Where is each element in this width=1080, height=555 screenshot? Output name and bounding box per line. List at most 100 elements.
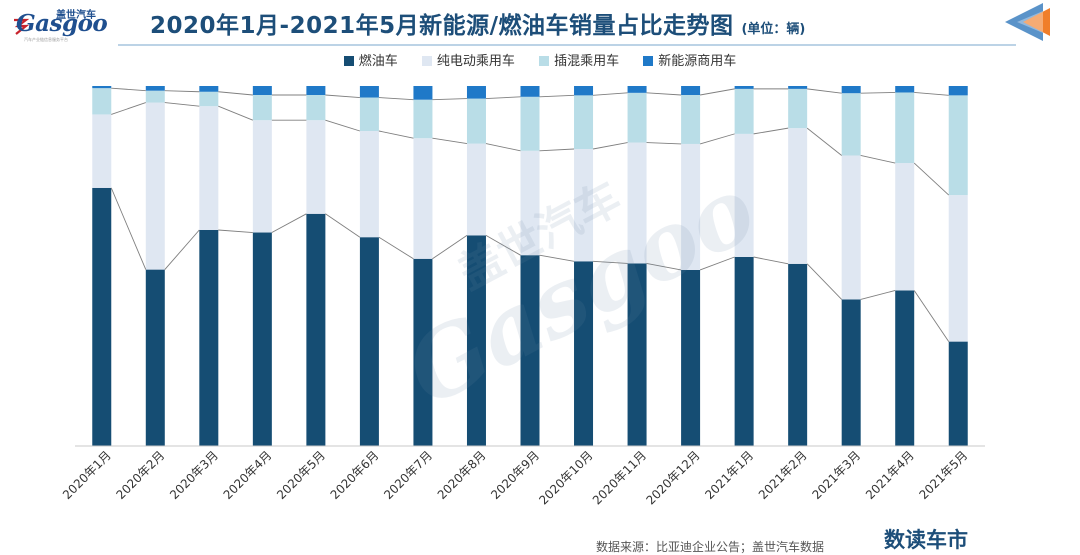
bar-segment-fuel-12	[681, 269, 701, 446]
series-connector-line-1	[539, 254, 575, 262]
bar-segment-phev-8	[466, 98, 486, 144]
bar-segment-commercial-1	[92, 86, 112, 89]
bar-segment-bev-16	[895, 163, 915, 291]
bar-segment-bev-13	[734, 133, 754, 257]
bar-segment-phev-14	[788, 88, 808, 129]
series-connector-line-2	[432, 137, 468, 145]
bar-segment-phev-12	[681, 95, 701, 144]
bar-segment-fuel-10	[574, 261, 594, 446]
legend-label-commercial: 新能源商用车	[658, 54, 737, 69]
series-connector-line-3	[646, 92, 682, 96]
x-tick-label: 2021年2月	[756, 448, 810, 502]
bar-segment-bev-6	[359, 131, 379, 238]
series-connector-line-3	[111, 87, 146, 92]
bar-segment-bev-12	[681, 143, 701, 270]
chart-legend: 燃油车 纯电动乘用车 插混乘用车 新能源商用车	[0, 50, 1080, 69]
x-tick-label: 2021年1月	[702, 448, 756, 502]
bar-segment-phev-6	[359, 97, 379, 131]
series-connector-line-1	[164, 229, 200, 270]
bar-segment-bev-3	[199, 106, 219, 230]
bar-segment-commercial-2	[145, 86, 165, 91]
series-connector-line-3	[164, 90, 200, 93]
series-connector-line-3	[325, 94, 360, 98]
x-tick-label: 2020年11月	[590, 448, 649, 507]
series-connector-line-1	[806, 263, 843, 300]
legend-swatch-phev	[539, 56, 550, 66]
series-connector-line-3	[592, 92, 628, 96]
bar-segment-fuel-8	[466, 235, 486, 446]
bar-segment-bev-9	[520, 150, 540, 256]
gasgoo-logo: Gasgoo 盖世汽车 汽车产业链信息服务平台	[12, 6, 124, 46]
x-tick-label: 2021年4月	[863, 448, 917, 502]
series-connector-line-3	[218, 91, 253, 96]
bar-segment-commercial-12	[681, 86, 701, 95]
series-connector-line-3	[485, 96, 521, 100]
bar-segment-phev-10	[574, 95, 594, 149]
gasgoo-logo-mark-icon	[14, 18, 30, 35]
series-connector-line-1	[699, 256, 735, 271]
bar-segment-phev-3	[199, 91, 219, 107]
series-connector-line-2	[699, 133, 735, 145]
bar-segment-commercial-8	[466, 86, 486, 99]
series-connector-line-1	[485, 235, 521, 256]
title-bar: 2020年1月-2021年5月新能源/燃油车销量占比走势图 (单位：辆)	[150, 6, 805, 40]
bar-segment-bev-11	[627, 142, 647, 264]
legend-swatch-fuel	[343, 56, 354, 66]
bar-segment-phev-7	[413, 99, 433, 139]
x-tick-label: 2021年3月	[809, 448, 863, 502]
bar-segment-commercial-10	[574, 86, 594, 96]
logo-text: Gasgoo	[16, 10, 108, 37]
bar-segment-commercial-16	[895, 86, 915, 93]
bar-segment-phev-5	[306, 95, 326, 121]
bar-segment-commercial-7	[413, 86, 433, 100]
x-tick-label: 2020年10月	[536, 448, 595, 507]
bar-segment-commercial-5	[306, 86, 326, 95]
bar-segment-fuel-17	[948, 341, 968, 446]
bar-segment-commercial-17	[948, 86, 968, 96]
bar-segment-phev-11	[627, 92, 647, 143]
series-connector-line-2	[860, 155, 896, 164]
series-connector-line-1	[325, 213, 361, 238]
x-tick-label: 2020年8月	[435, 448, 489, 502]
series-connector-line-3	[914, 92, 949, 96]
series-connector-line-2	[325, 119, 361, 132]
x-tick-label: 2020年12月	[643, 448, 702, 507]
x-tick-label: 2020年3月	[167, 448, 221, 502]
series-connector-line-3	[432, 98, 467, 101]
bar-segment-fuel-7	[413, 258, 433, 446]
bar-segment-fuel-4	[252, 232, 272, 446]
bar-segment-fuel-5	[306, 213, 326, 446]
back-arrow-icon[interactable]	[1003, 2, 1053, 42]
series-connector-line-3	[378, 97, 414, 101]
legend-item-phev: 插混乘用车	[539, 50, 619, 69]
bar-segment-phev-15	[841, 93, 861, 156]
bar-segment-fuel-3	[199, 230, 219, 446]
x-tick-labels: 2020年1月 2020年2月 2020年3月 2020年4月 2020年5月 2020年…	[60, 448, 970, 507]
legend-item-bev: 纯电动乘用车	[421, 50, 515, 69]
bar-segment-phev-4	[252, 95, 272, 121]
legend-label-fuel: 燃油车	[358, 54, 398, 69]
x-tick-label: 2020年5月	[274, 448, 328, 502]
bar-segment-commercial-4	[252, 86, 272, 95]
connector-lines-layer	[110, 87, 950, 342]
bar-segment-commercial-11	[627, 86, 647, 93]
bar-segment-fuel-13	[734, 257, 754, 446]
series-connector-line-3	[807, 88, 842, 94]
unit-label: (单位：辆)	[741, 22, 806, 37]
bar-segment-bev-7	[413, 138, 433, 259]
bar-segment-commercial-3	[199, 86, 219, 92]
bars-layer	[92, 86, 968, 446]
bar-segment-fuel-14	[788, 263, 808, 446]
series-connector-line-1	[110, 187, 147, 270]
series-connector-line-2	[164, 102, 200, 107]
bar-segment-phev-13	[734, 88, 754, 134]
legend-label-bev: 纯电动乘用车	[436, 54, 515, 69]
series-connector-line-2	[378, 130, 414, 139]
bar-segment-fuel-6	[359, 237, 379, 446]
series-connector-line-3	[700, 88, 735, 96]
footer-brand: 数读车市	[884, 528, 968, 552]
bar-segment-bev-10	[574, 149, 594, 262]
series-connector-line-1	[271, 213, 307, 233]
bar-segment-commercial-15	[841, 86, 861, 94]
